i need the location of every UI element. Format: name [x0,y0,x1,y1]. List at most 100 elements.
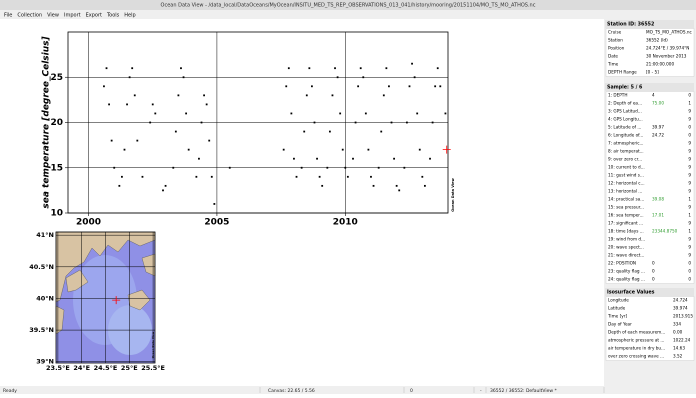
data-point [416,113,418,115]
sample-flag: 9 [688,205,691,210]
lon-tick-label: 24°E [73,364,90,372]
panel-header-text: Isosurface Values [607,290,655,296]
sample-value: 39.97 [652,125,664,130]
data-point [385,67,387,69]
data-point [314,122,316,124]
data-point [180,67,182,69]
data-point [175,131,177,133]
station-value: 24.724°E / 39.974°N [646,46,689,51]
sample-variable: 24: quality flag ... [608,277,645,282]
data-point [301,167,303,169]
data-point [134,94,136,96]
data-point [383,94,385,96]
sample-variable: 15: sea pressur... [608,205,644,210]
data-point [188,149,190,151]
data-point [154,113,156,115]
data-point [131,67,133,69]
data-point [288,67,290,69]
data-point [360,67,362,69]
menu-item[interactable]: Help [124,12,135,18]
iso-field: Longitude [608,298,629,303]
sample-value: 39.08 [652,197,664,202]
data-point [414,76,416,78]
sample-flag: 9 [688,117,691,122]
data-point [424,185,426,187]
sample-flag: 9 [688,141,691,146]
data-point [388,85,390,87]
data-point [439,85,441,87]
iso-value: 3.52 [673,354,683,359]
y-tick-label: 25 [50,73,63,83]
sample-flag: 1 [688,229,691,234]
y-tick-label: 15 [50,163,63,173]
data-point [201,122,203,124]
data-point [391,122,393,124]
menu-item[interactable]: Import [64,12,81,18]
iso-value: 0.00 [673,330,683,335]
lon-tick-label: 25°E [121,364,138,372]
data-point [339,113,341,115]
panel-header-text: Sample: 5 / 6 [607,85,643,91]
sample-flag: 9 [688,149,691,154]
data-point [285,85,287,87]
data-point [355,122,357,124]
data-point [319,176,321,178]
iso-value: 24.724 [673,298,688,303]
sample-variable: 16: sea temper... [608,213,644,218]
data-point [344,167,346,169]
panel-header-text: Station ID: 36552 [607,22,654,28]
status-count: 0 [410,388,413,394]
sample-flag: 9 [688,173,691,178]
data-point [142,176,144,178]
data-point [373,185,375,187]
window-title: Ocean Data View - /data_local/DataOceans… [161,3,536,9]
station-value: 30 November 2013 [646,54,687,59]
menu-item[interactable]: Tools [106,12,120,18]
data-point [311,85,313,87]
data-point [108,104,110,106]
lat-tick-label: 40.5°N [29,263,54,271]
iso-field: Depth of each measurem... [608,330,665,335]
y-axis-label: sea temperature [degree_Celsius] [42,35,52,208]
sample-variable: 14: practical sa... [608,197,644,202]
station-field: DEPTH Range [608,70,637,75]
data-point [337,76,339,78]
sample-flag: 9 [688,253,691,258]
data-point [445,113,447,115]
lat-tick-label: 39.5°N [29,326,54,334]
sample-variable: 20: wave spect... [608,245,644,250]
data-point [165,185,167,187]
sample-flag: 0 [688,93,691,98]
sample-variable: 9: over zero cr... [608,157,642,162]
data-point [308,67,310,69]
data-point [432,122,434,124]
data-point [203,94,205,96]
sample-flag: 9 [688,109,691,114]
menu-item[interactable]: Export [86,12,102,18]
sample-variable: 17: significant ... [608,221,643,226]
iso-value: 14.63 [673,346,685,351]
data-point [370,176,372,178]
sample-variable: 3: GPS Latitud... [608,109,642,114]
lat-tick-label: 39°N [36,358,54,366]
data-point [368,149,370,151]
sample-flag: 0 [688,269,691,274]
sample-variable: 22: POSITION [608,261,636,266]
sample-variable: 12: horizontal c... [608,181,645,186]
data-point [206,104,208,106]
data-point [329,131,331,133]
menu-item[interactable]: Collection [17,12,42,18]
data-point [229,167,231,169]
data-point [352,158,354,160]
iso-field: Day of Year [608,322,632,327]
sample-variable: 21: wave direct... [608,253,644,258]
lat-tick-label: 41°N [36,231,54,239]
menu-item[interactable]: View [47,12,59,18]
sample-value: 17.01 [652,213,664,218]
data-point [326,167,328,169]
data-point [321,185,323,187]
sample-variable: 6: Longitude of... [608,133,643,138]
data-point [357,85,359,87]
sample-variable: 4: GPS Longitu... [608,117,643,122]
menu-item[interactable]: File [4,12,12,18]
